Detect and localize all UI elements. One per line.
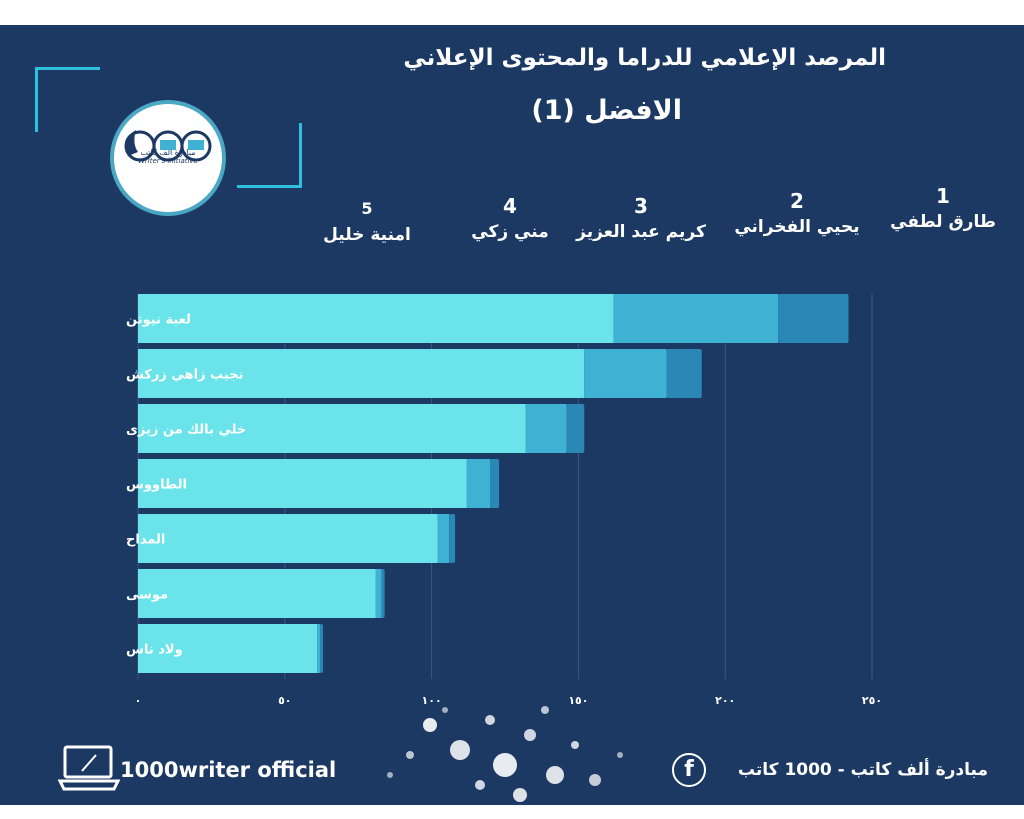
decorative-corner-bottom-right xyxy=(237,123,302,188)
bar-segment-1 xyxy=(138,404,526,453)
bar-segment-1 xyxy=(138,514,438,563)
x-tick-label: ٢٠٠ xyxy=(715,694,735,707)
bar-segment-1 xyxy=(138,459,467,508)
ranking-5: 5 امنية خليل xyxy=(292,193,442,245)
rank-number: 3 xyxy=(634,194,648,218)
category-label: موسى xyxy=(126,588,168,603)
x-tick-label: ٢٥٠ xyxy=(862,694,882,707)
bar-segment-1 xyxy=(138,569,376,618)
infographic-frame: مبادرة ألف كاتب Writer's initiative المر… xyxy=(0,25,1024,805)
bar-segment-3 xyxy=(449,514,456,563)
bar-segment-2 xyxy=(375,569,382,618)
page-title: المرصد الإعلامي للدراما والمحتوى الإعلان… xyxy=(403,45,886,71)
bar-segment-3 xyxy=(666,349,702,398)
bar-segment-2 xyxy=(437,514,450,563)
ranking-4: 4 مني زكي xyxy=(435,190,585,242)
bar-segment-3 xyxy=(381,569,385,618)
ranking-1: 1 طارق لطفي xyxy=(868,180,1018,232)
bar-segment-3 xyxy=(490,459,500,508)
bar-segment-3 xyxy=(320,624,323,673)
x-tick-label: ٠ xyxy=(135,694,142,707)
category-label: خلي بالك من زيزى xyxy=(126,423,246,438)
rank-number: 1 xyxy=(936,184,950,208)
bar-segment-2 xyxy=(317,624,321,673)
footer-initiative-name: مبادرة ألف كاتب - 1000 كاتب xyxy=(737,760,988,780)
rank-name: طارق لطفي xyxy=(890,212,996,232)
paint-splatter-decoration xyxy=(387,706,623,802)
category-label: لعبة نيوتن xyxy=(126,313,191,328)
bar-segment-1 xyxy=(138,624,318,673)
category-label: المداح xyxy=(126,533,165,548)
page-subtitle: الافضل (1) xyxy=(531,95,682,126)
bar-segment-1 xyxy=(138,349,585,398)
x-tick-label: ١٠٠ xyxy=(422,694,442,707)
bar-chart: لعبة نيوتن نجيب زاهي زركش خلي بالك من زيزى… xyxy=(126,294,882,707)
ranking-3: 3 كريم عبد العزيز xyxy=(566,190,716,242)
rank-name: يحيي الفخراني xyxy=(734,217,860,237)
bar-segment-2 xyxy=(613,294,779,343)
facebook-icon[interactable]: f xyxy=(672,753,706,787)
decorative-corner-top-left xyxy=(35,67,100,132)
logo-emblem-icon xyxy=(124,130,212,162)
writers-initiative-logo: مبادرة ألف كاتب Writer's initiative xyxy=(110,100,226,216)
rank-number: 5 xyxy=(361,199,373,218)
logo-arabic-text: مبادرة ألف كاتب xyxy=(140,148,196,157)
x-tick-label: ١٥٠ xyxy=(568,694,588,707)
rank-number: 2 xyxy=(790,189,804,213)
laptop-icon xyxy=(58,745,120,791)
bar-segment-3 xyxy=(778,294,849,343)
category-label: ولاد ناس xyxy=(126,643,183,658)
bar-segment-2 xyxy=(525,404,567,453)
bar-segment-1 xyxy=(138,294,614,343)
rank-number: 4 xyxy=(503,194,517,218)
rank-name: كريم عبد العزيز xyxy=(576,222,706,242)
bar-segment-2 xyxy=(584,349,667,398)
rank-name: مني زكي xyxy=(471,222,549,242)
bar-segment-2 xyxy=(466,459,491,508)
ranking-2: 2 يحيي الفخراني xyxy=(722,185,872,237)
category-label: الطاووس xyxy=(126,478,187,493)
footer-handle: 1000writer official xyxy=(120,758,337,782)
category-label: نجيب زاهي زركش xyxy=(126,368,243,383)
bar-segment-3 xyxy=(566,404,585,453)
x-tick-label: ٥٠ xyxy=(278,694,291,707)
rank-name: امنية خليل xyxy=(323,225,411,245)
